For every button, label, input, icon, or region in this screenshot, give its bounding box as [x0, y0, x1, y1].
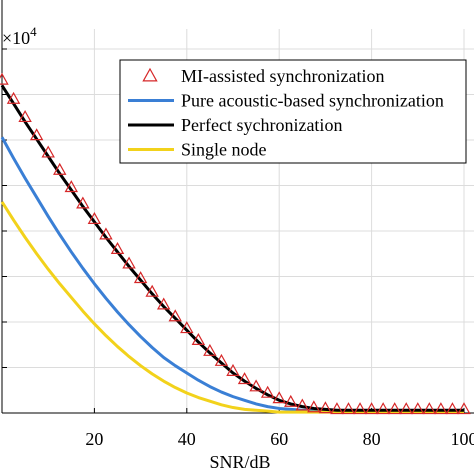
marker: [41, 145, 55, 158]
series-line: [0, 201, 464, 414]
marker: [64, 180, 79, 193]
y-scale-base: ×10: [2, 28, 30, 48]
legend: MI-assisted synchronization Pure acoustic…: [119, 59, 467, 164]
marker: [87, 211, 102, 224]
legend-label: Single node: [181, 140, 267, 160]
marker: [364, 402, 379, 415]
marker: [203, 343, 217, 356]
marker: [18, 110, 32, 123]
x-tick-label: 60: [270, 429, 288, 449]
marker: [284, 394, 298, 407]
x-axis-label: SNR/dB: [209, 452, 270, 472]
marker: [376, 402, 390, 415]
marker: [145, 284, 159, 297]
marker: [191, 332, 206, 345]
x-tick-label: 100: [451, 429, 474, 449]
marker: [29, 128, 44, 141]
marker: [457, 402, 471, 415]
marker: [353, 402, 367, 415]
x-tick-label: 40: [178, 429, 196, 449]
legend-label: Pure acoustic-based synchronization: [181, 91, 444, 111]
legend-symbol: [142, 67, 158, 82]
marker: [399, 402, 413, 415]
marker: [168, 309, 182, 322]
marker: [249, 379, 263, 392]
marker: [411, 402, 425, 415]
y-scale-exponent: 4: [30, 24, 37, 39]
y-scale-label: ×104: [2, 24, 37, 48]
legend-label: MI-assisted synchronization: [181, 66, 384, 86]
marker: [214, 353, 229, 366]
marker: [110, 241, 125, 254]
marker: [180, 321, 194, 334]
marker: [226, 363, 240, 376]
x-tick-label: 80: [363, 429, 381, 449]
marker: [53, 162, 67, 175]
marker: [99, 227, 113, 240]
marker: [422, 402, 437, 415]
marker: [272, 391, 286, 404]
marker: [133, 271, 148, 284]
marker: [237, 372, 252, 385]
marker: [156, 297, 171, 310]
series-line: [0, 136, 464, 413]
marker: [387, 402, 402, 415]
legend-label: Perfect sychronization: [181, 115, 342, 135]
marker: [76, 196, 90, 209]
x-tick-label: 20: [85, 429, 103, 449]
marker: [434, 402, 448, 415]
legend-box: [119, 59, 467, 164]
marker: [330, 402, 344, 415]
marker: [0, 72, 9, 85]
marker: [6, 91, 21, 104]
marker: [295, 398, 310, 411]
marker: [122, 256, 136, 269]
marker: [307, 400, 321, 413]
marker: [260, 385, 275, 398]
marker: [341, 402, 356, 415]
marker: [445, 402, 460, 415]
marker: [318, 401, 333, 414]
